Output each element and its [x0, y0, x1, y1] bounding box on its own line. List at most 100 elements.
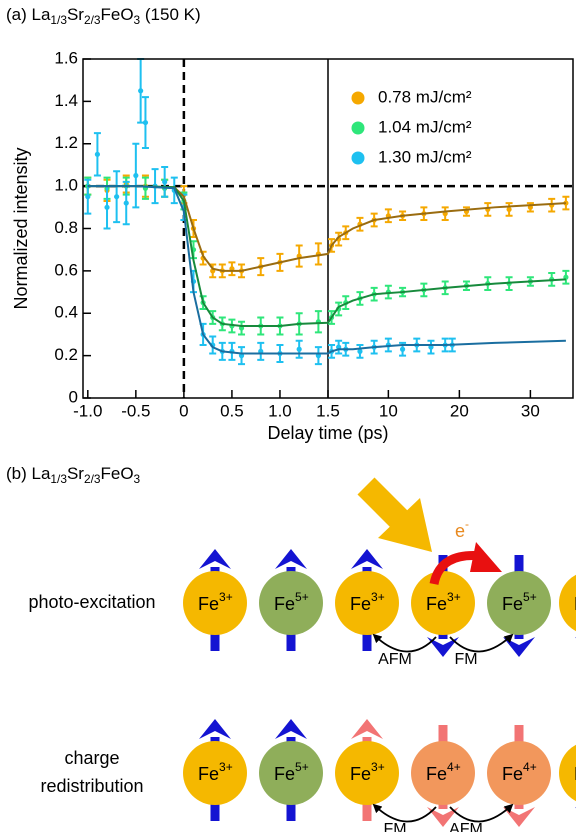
x-tick-label: 10 — [379, 401, 398, 420]
spin-head — [503, 807, 535, 827]
ion-label: Fe5+ — [274, 590, 309, 614]
y-tick-label: 0 — [69, 387, 78, 406]
legend-label: 1.30 mJ/cm² — [378, 147, 472, 166]
fit-line — [87, 185, 566, 327]
legend-marker — [351, 121, 365, 135]
electron-sign: - — [465, 517, 469, 531]
ion — [259, 571, 323, 635]
rich-text: (b) La1/3Sr2/3FeO3 — [6, 464, 141, 486]
text-part: (a) La — [6, 5, 51, 24]
y-tick-label: 1.0 — [54, 176, 78, 195]
coupling-label: FM — [454, 651, 477, 668]
y-tick-label: 0.2 — [54, 345, 78, 364]
legend-marker — [351, 151, 365, 165]
ion-element: Fe — [198, 594, 219, 614]
subscript: 2/3 — [84, 13, 101, 27]
ion-charge: 3+ — [219, 590, 233, 604]
data-point — [114, 194, 120, 200]
subscript: 3 — [134, 472, 141, 486]
ion — [559, 574, 576, 632]
ion-charge: 3+ — [447, 590, 461, 604]
data-point — [357, 348, 363, 354]
y-tick-label: 1.6 — [54, 48, 78, 67]
y-tick-label: 0.4 — [54, 303, 78, 322]
ion-charge: 5+ — [523, 590, 537, 604]
ion-label: Fe3+ — [350, 760, 385, 784]
ion — [487, 741, 551, 805]
x-tick-label: -0.5 — [121, 401, 150, 420]
ion — [335, 741, 399, 805]
subscript: 3 — [134, 13, 141, 27]
coupling-label: AFM — [378, 651, 412, 668]
spin-head — [427, 637, 459, 657]
y-tick-label: 0.6 — [54, 260, 78, 279]
data-point — [142, 119, 149, 126]
ion-label: Fe4+ — [426, 760, 461, 784]
data-point — [162, 179, 168, 185]
x-tick-label: 20 — [450, 401, 469, 420]
data-point — [399, 346, 406, 352]
text-part: (150 K) — [140, 5, 200, 24]
coupling-arrow — [372, 803, 437, 823]
ion-label: Fe3+ — [198, 760, 233, 784]
ion-label: Fe3+ — [574, 760, 576, 784]
text-part: (b) La — [6, 464, 51, 483]
text-part: Sr — [67, 5, 84, 24]
electron-label: e- — [455, 517, 469, 541]
electron-arrow-head — [470, 542, 502, 572]
ion — [559, 744, 576, 802]
spin-head — [199, 719, 231, 739]
ion-element: Fe — [350, 594, 371, 614]
subscript: 1/3 — [50, 13, 67, 27]
plot-frame — [82, 58, 574, 399]
y-axis-label: Normalized intensity — [11, 147, 31, 309]
text-part: FeO — [100, 464, 133, 483]
photon-arrow-head — [378, 498, 432, 552]
spin-head — [275, 719, 307, 739]
ion-label: Fe4+ — [502, 760, 537, 784]
ion-element: Fe — [198, 764, 219, 784]
row-label: redistribution — [40, 776, 143, 796]
coupling-arrow — [372, 633, 437, 653]
ion — [183, 571, 247, 635]
coupling-arrow — [449, 803, 514, 823]
row-label: photo-excitation — [28, 592, 155, 612]
spin-head — [427, 807, 459, 827]
x-tick-label: 0.5 — [220, 401, 244, 420]
ion-element: Fe — [274, 764, 295, 784]
ion-element: Fe — [426, 764, 447, 784]
ion-element: Fe — [502, 594, 523, 614]
ion-charge: 3+ — [371, 590, 385, 604]
spin-head — [351, 719, 383, 739]
ion-charge: 4+ — [447, 760, 461, 774]
legend-marker — [351, 91, 365, 105]
x-tick-label: 1.0 — [268, 401, 292, 420]
spin-head — [503, 637, 535, 657]
coupling-arrow — [449, 633, 514, 653]
subscript: 2/3 — [84, 472, 101, 486]
ion-label: Fe5+ — [274, 760, 309, 784]
ion-element: Fe — [574, 764, 576, 784]
coupling-label: AFM — [449, 821, 483, 832]
data-point — [563, 200, 569, 206]
fit-line — [87, 185, 566, 272]
ion-charge: 3+ — [219, 760, 233, 774]
ion-element: Fe — [502, 764, 523, 784]
ion-charge: 5+ — [295, 760, 309, 774]
spin-head — [351, 549, 383, 569]
y-tick-label: 1.4 — [54, 91, 78, 110]
ion-label: Fe5+ — [502, 590, 537, 614]
fit-line — [87, 185, 566, 355]
x-tick-label: 1.5 — [316, 401, 340, 420]
ion-label: Fe3+ — [350, 590, 385, 614]
ion — [183, 741, 247, 805]
x-axis-label: Delay time (ps) — [267, 423, 388, 443]
data-point — [133, 172, 139, 179]
legend-label: 0.78 mJ/cm² — [378, 87, 472, 106]
ion-label: Fe3+ — [574, 590, 576, 614]
y-tick-label: 1.2 — [54, 133, 78, 152]
data-point — [94, 151, 101, 157]
